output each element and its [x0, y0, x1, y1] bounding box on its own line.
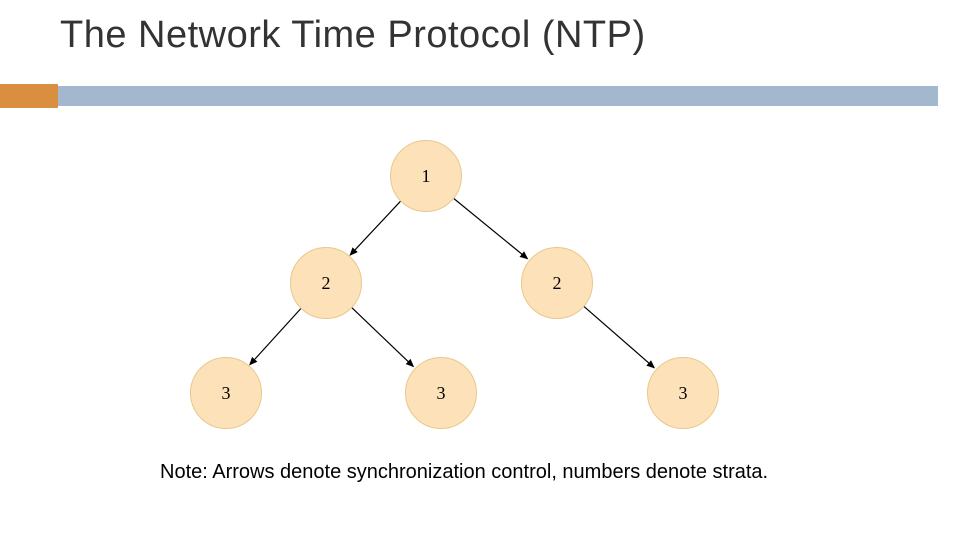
caption: Note: Arrows denote synchronization cont… — [160, 460, 800, 485]
tree-node-label: 3 — [222, 383, 231, 404]
slide: The Network Time Protocol (NTP) 122333 N… — [0, 0, 960, 540]
tree-node: 3 — [190, 357, 262, 429]
tree-node: 2 — [521, 247, 593, 319]
tree-node-label: 2 — [322, 273, 331, 294]
tree-node-label: 3 — [437, 383, 446, 404]
tree-node-label: 3 — [679, 383, 688, 404]
tree-node-label: 1 — [422, 166, 431, 187]
tree-node: 1 — [390, 140, 462, 212]
tree-node-label: 2 — [553, 273, 562, 294]
tree-nodes: 1 2 2 3 3 3 — [0, 0, 960, 540]
tree-node: 3 — [405, 357, 477, 429]
tree-node: 2 — [290, 247, 362, 319]
tree-node: 3 — [647, 357, 719, 429]
